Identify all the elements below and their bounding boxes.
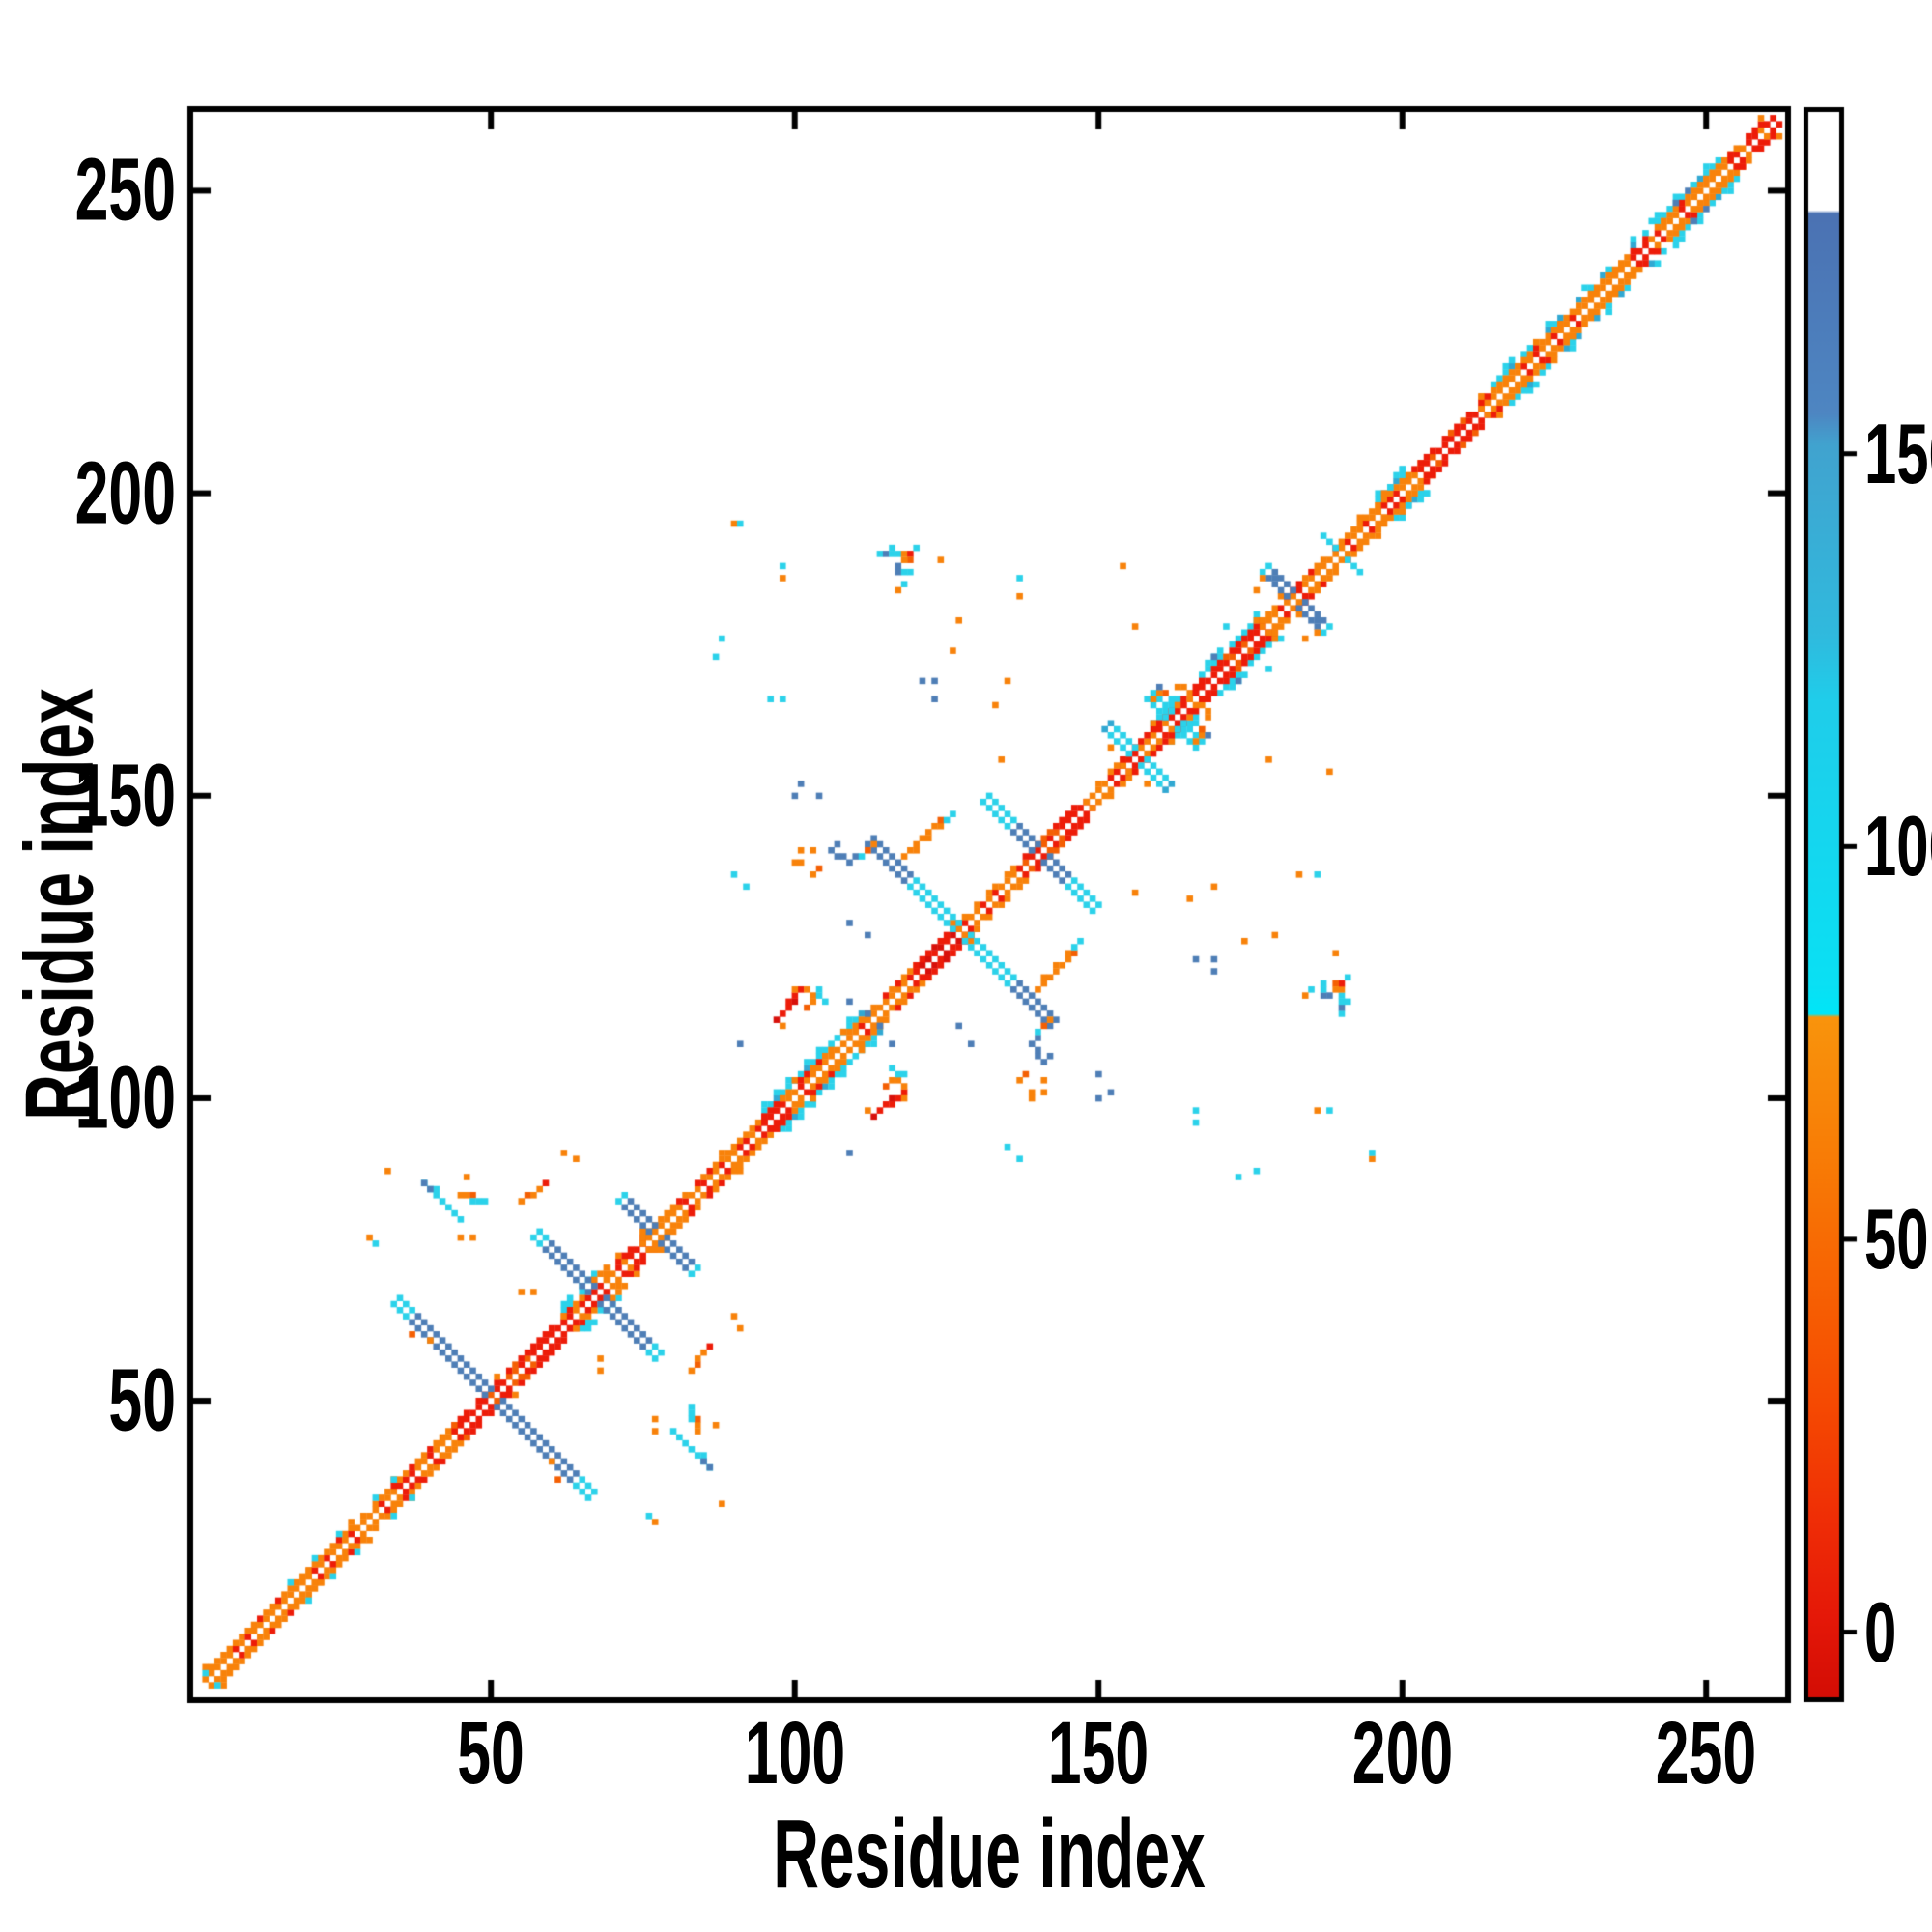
y-tick-label: 150 (74, 746, 176, 845)
y-tick-label: 200 (74, 442, 176, 542)
colorbar-tick-label: 0 (1864, 1583, 1897, 1680)
x-tick-label: 100 (744, 1704, 845, 1803)
y-tick-label: 250 (74, 140, 176, 240)
x-axis-title: Residue index (773, 1800, 1206, 1908)
y-tick-label: 50 (108, 1350, 176, 1450)
x-tick-label: 250 (1656, 1704, 1757, 1803)
y-tick-label: 100 (74, 1048, 176, 1148)
x-tick-label: 200 (1351, 1704, 1453, 1803)
colorbar-tick-label: 150 (1864, 405, 1932, 501)
colorbar-tick-label: 100 (1864, 798, 1932, 895)
colorbar-tick-label: 50 (1864, 1191, 1929, 1288)
x-tick-label: 150 (1048, 1704, 1150, 1803)
x-tick-label: 50 (457, 1704, 525, 1803)
